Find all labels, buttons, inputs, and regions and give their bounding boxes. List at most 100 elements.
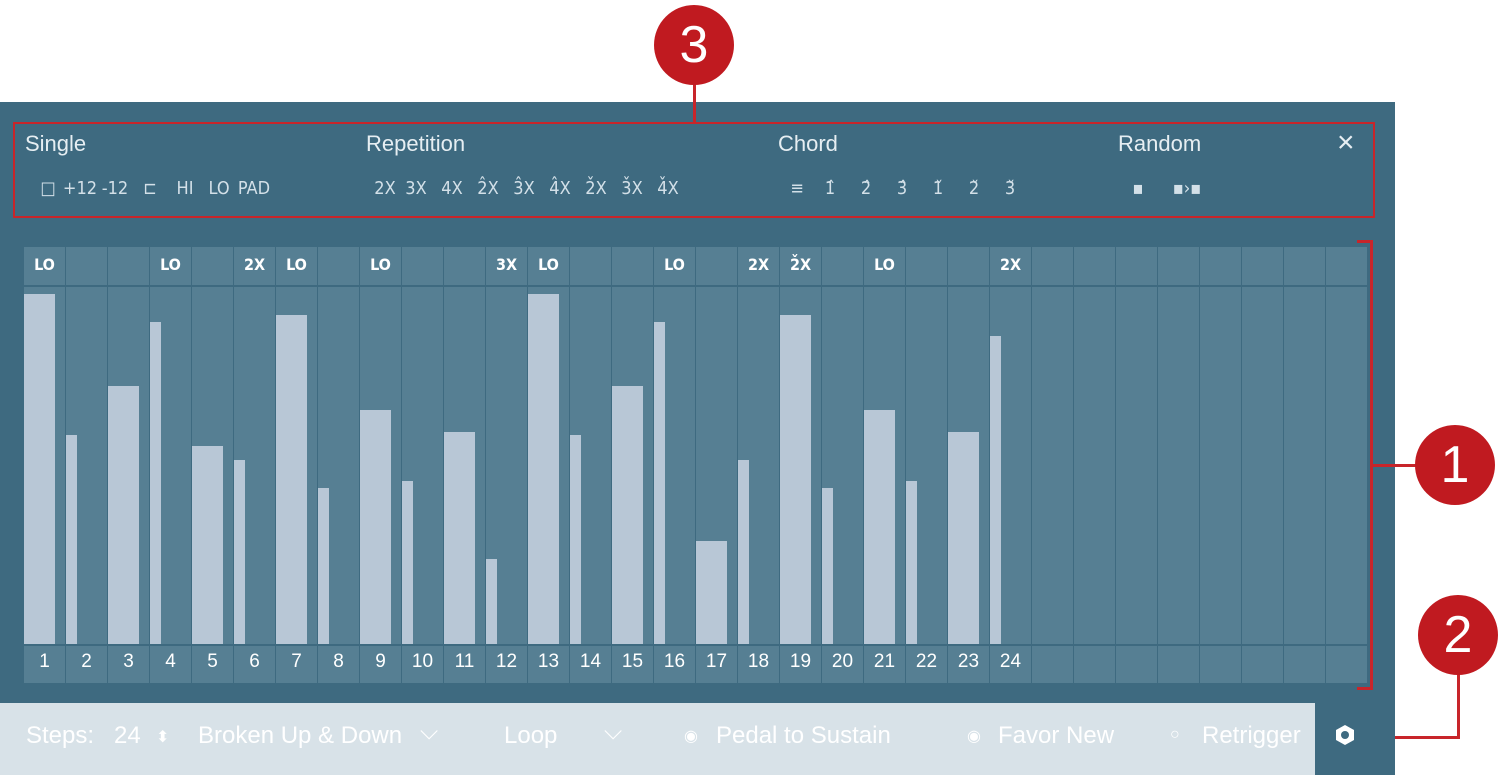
- chord-1-up-button[interactable]: 1̂: [824, 178, 836, 199]
- step-modifier-cell[interactable]: [192, 247, 233, 285]
- step-column[interactable]: 14: [570, 247, 612, 683]
- step-modifier-cell[interactable]: [528, 247, 569, 285]
- step-velocity-bar[interactable]: [402, 481, 413, 644]
- pedal-radio-icon[interactable]: ◉: [684, 728, 698, 745]
- step-column[interactable]: LO 16: [654, 247, 696, 683]
- pattern-chevron-icon[interactable]: ⌵: [420, 718, 439, 745]
- step-velocity-bar[interactable]: [738, 460, 749, 644]
- step-column[interactable]: 5: [192, 247, 234, 683]
- step-velocity-cell[interactable]: [1284, 287, 1325, 644]
- step-grid[interactable]: LO 1 2 3 LO 4 5 2X 6 LO 7 8 LO 9 10 11 3X 12 LO 13 14 15 LO 16 1…: [24, 247, 1368, 683]
- step-column[interactable]: [1284, 247, 1326, 683]
- select-icon[interactable]: □: [40, 178, 56, 199]
- step-velocity-bar[interactable]: [276, 315, 307, 644]
- rep-4x-down-button[interactable]: 4̌X: [657, 178, 679, 199]
- step-velocity-bar[interactable]: [612, 386, 643, 644]
- step-modifier-cell[interactable]: [150, 247, 191, 285]
- step-velocity-bar[interactable]: [822, 488, 833, 644]
- step-column[interactable]: 22: [906, 247, 948, 683]
- step-column[interactable]: 2̌X 19: [780, 247, 822, 683]
- step-velocity-bar[interactable]: [948, 432, 979, 644]
- step-column[interactable]: 15: [612, 247, 654, 683]
- step-velocity-bar[interactable]: [24, 294, 55, 644]
- step-velocity-bar[interactable]: [654, 322, 665, 644]
- step-column[interactable]: LO 21: [864, 247, 906, 683]
- step-column[interactable]: 2: [66, 247, 108, 683]
- step-column[interactable]: 2X 24: [990, 247, 1032, 683]
- step-column[interactable]: [1074, 247, 1116, 683]
- step-column[interactable]: [1116, 247, 1158, 683]
- step-modifier-cell[interactable]: [906, 247, 947, 285]
- step-modifier-cell[interactable]: [1326, 247, 1367, 285]
- chord-2-up-button[interactable]: 2̂: [860, 178, 872, 199]
- rep-2x-up-button[interactable]: 2̂X: [477, 178, 499, 199]
- step-velocity-bar[interactable]: [864, 410, 895, 644]
- retrigger-radio-icon[interactable]: ○: [1170, 726, 1180, 743]
- step-modifier-cell[interactable]: [696, 247, 737, 285]
- favor-radio-icon[interactable]: ◉: [967, 728, 981, 745]
- chord-3-up-button[interactable]: 3̂: [896, 178, 908, 199]
- step-velocity-cell[interactable]: [1200, 287, 1241, 644]
- step-column[interactable]: LO 9: [360, 247, 402, 683]
- step-modifier-cell[interactable]: [822, 247, 863, 285]
- rep-2x-down-button[interactable]: 2̌X: [585, 178, 607, 199]
- pad-button[interactable]: PAD: [237, 178, 271, 199]
- step-modifier-cell[interactable]: [654, 247, 695, 285]
- step-column[interactable]: LO 1: [24, 247, 66, 683]
- step-modifier-cell[interactable]: [570, 247, 611, 285]
- step-velocity-bar[interactable]: [570, 435, 581, 644]
- step-velocity-bar[interactable]: [192, 446, 223, 644]
- step-modifier-cell[interactable]: [1200, 247, 1241, 285]
- favor-new-option[interactable]: Favor New: [998, 722, 1115, 749]
- step-column[interactable]: 11: [444, 247, 486, 683]
- step-modifier-cell[interactable]: [1158, 247, 1199, 285]
- rep-3x-up-button[interactable]: 3̂X: [513, 178, 535, 199]
- step-modifier-cell[interactable]: [780, 247, 821, 285]
- step-velocity-bar[interactable]: [486, 559, 497, 644]
- step-column[interactable]: 17: [696, 247, 738, 683]
- step-modifier-cell[interactable]: [1284, 247, 1325, 285]
- settings-gear-icon[interactable]: [1334, 724, 1356, 746]
- legato-icon[interactable]: ⊏: [143, 178, 157, 199]
- step-modifier-cell[interactable]: [486, 247, 527, 285]
- step-column[interactable]: 20: [822, 247, 864, 683]
- steps-stepper-icon[interactable]: ⬍: [156, 729, 170, 746]
- octave-down-button[interactable]: -12: [101, 178, 129, 199]
- hi-button[interactable]: HI: [176, 178, 194, 199]
- step-velocity-cell[interactable]: [1116, 287, 1157, 644]
- pattern-dropdown[interactable]: Broken Up & Down: [198, 722, 403, 749]
- step-column[interactable]: [1326, 247, 1368, 683]
- random-dice-icon[interactable]: ▪: [1132, 178, 1144, 199]
- step-velocity-bar[interactable]: [780, 315, 811, 644]
- step-modifier-cell[interactable]: [402, 247, 443, 285]
- step-column[interactable]: 3: [108, 247, 150, 683]
- chord-1-down-button[interactable]: 1̌: [932, 178, 944, 199]
- step-modifier-cell[interactable]: [66, 247, 107, 285]
- step-column[interactable]: LO 13: [528, 247, 570, 683]
- step-modifier-cell[interactable]: [1116, 247, 1157, 285]
- retrigger-option[interactable]: Retrigger: [1202, 722, 1301, 749]
- step-velocity-cell[interactable]: [1158, 287, 1199, 644]
- step-modifier-cell[interactable]: [360, 247, 401, 285]
- step-modifier-cell[interactable]: [612, 247, 653, 285]
- step-column[interactable]: [1158, 247, 1200, 683]
- step-modifier-cell[interactable]: [444, 247, 485, 285]
- random-shift-icon[interactable]: ▪›▪: [1172, 178, 1202, 199]
- step-column[interactable]: [1242, 247, 1284, 683]
- rep-3x-down-button[interactable]: 3̌X: [621, 178, 643, 199]
- chord-2-down-button[interactable]: 2̌: [968, 178, 980, 199]
- loop-chevron-icon[interactable]: ⌵: [604, 718, 623, 745]
- step-modifier-cell[interactable]: [990, 247, 1031, 285]
- close-icon[interactable]: ×: [1337, 126, 1355, 159]
- step-modifier-cell[interactable]: [1074, 247, 1115, 285]
- step-modifier-cell[interactable]: [738, 247, 779, 285]
- step-velocity-bar[interactable]: [318, 488, 329, 644]
- step-velocity-cell[interactable]: [1074, 287, 1115, 644]
- step-velocity-cell[interactable]: [1242, 287, 1283, 644]
- step-column[interactable]: 8: [318, 247, 360, 683]
- lo-button[interactable]: LO: [208, 178, 230, 199]
- step-modifier-cell[interactable]: [276, 247, 317, 285]
- step-velocity-bar[interactable]: [696, 541, 727, 644]
- step-velocity-bar[interactable]: [444, 432, 475, 644]
- step-column[interactable]: 23: [948, 247, 990, 683]
